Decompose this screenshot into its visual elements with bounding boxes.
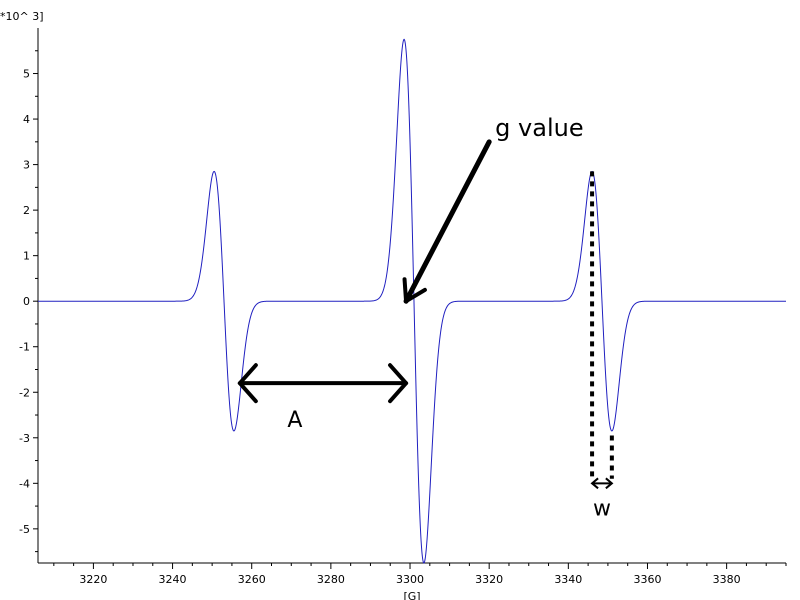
x-axis-label: [G] — [403, 590, 420, 600]
ticks: -5 -4 -3 -2 -1 0 1 2 3 4 5 3220 3240 3260 3280 3300 3320… — [19, 50, 787, 586]
y-tick-label: 5 — [23, 68, 30, 81]
spectrum-line — [38, 38, 786, 564]
y-tick-label: 0 — [23, 295, 30, 308]
x-tick-label: 3280 — [317, 573, 345, 586]
y-multiplier-label: *10^ 3] — [0, 10, 44, 23]
hyperfine-label: A — [287, 408, 302, 433]
y-tick-label: -4 — [19, 477, 30, 490]
width-arrowhead — [605, 477, 614, 490]
x-tick-label: 3380 — [713, 573, 741, 586]
hyperfine-arrowhead — [237, 363, 258, 386]
g-value-arrow — [403, 139, 492, 304]
width-arrowhead — [590, 477, 599, 490]
x-tick-label: 3300 — [396, 573, 424, 586]
y-tick-label: 3 — [23, 159, 30, 172]
y-tick-label: -3 — [19, 432, 30, 445]
hyperfine-arrowhead — [388, 381, 409, 404]
y-tick-label: -1 — [19, 341, 30, 354]
x-tick-label: 3360 — [633, 573, 661, 586]
y-tick-label: 2 — [23, 204, 30, 217]
axes — [37, 28, 786, 564]
y-tick-label: -2 — [19, 386, 30, 399]
hyperfine-arrowhead — [237, 381, 258, 404]
g-value-arrowhead — [402, 277, 409, 304]
x-tick-label: 3240 — [159, 573, 187, 586]
x-tick-label: 3260 — [238, 573, 266, 586]
g-value-arrowhead — [404, 287, 427, 304]
x-tick-label: 3320 — [475, 573, 503, 586]
width-label: w — [593, 496, 611, 521]
annotations: g value Aw — [237, 114, 614, 521]
y-tick-label: 1 — [23, 250, 30, 263]
hyperfine-arrowhead — [388, 363, 409, 386]
series-group — [38, 38, 786, 564]
x-tick-label: 3220 — [79, 573, 107, 586]
y-tick-label: 4 — [23, 113, 30, 126]
y-tick-label: -5 — [19, 523, 30, 536]
x-tick-label: 3340 — [554, 573, 582, 586]
g-value-label: g value — [495, 114, 583, 142]
